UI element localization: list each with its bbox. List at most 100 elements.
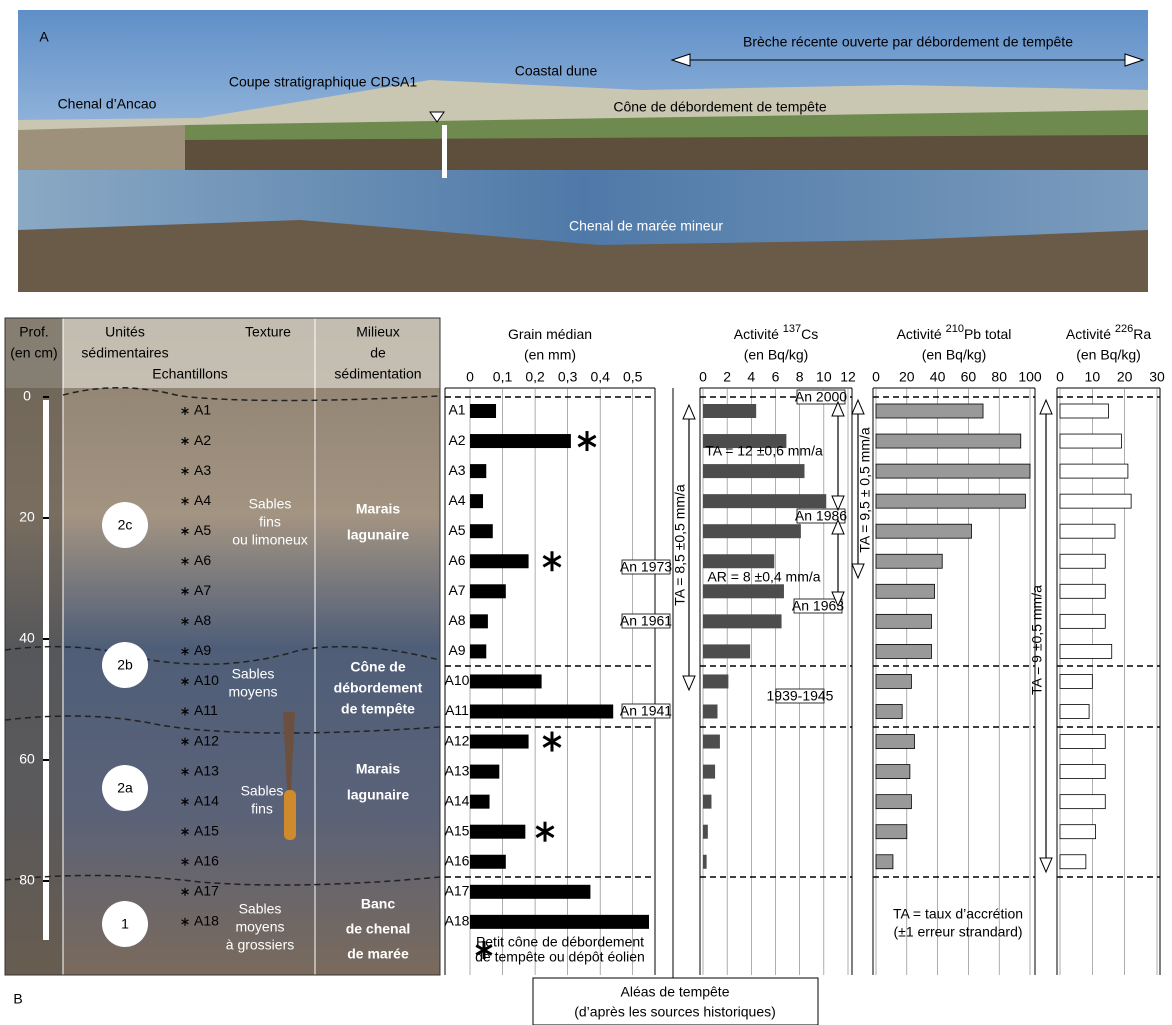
bar: [1059, 674, 1093, 689]
sample-label: A10: [194, 672, 219, 688]
unit-label: 2a: [117, 780, 133, 796]
asterisk: [181, 739, 189, 745]
bar: [703, 614, 782, 629]
bar: [1059, 644, 1113, 659]
rate-label: TA = 9 ±0,5 mm/a: [1029, 585, 1045, 695]
x-tick-label: 10: [1085, 369, 1101, 385]
arrow-head: [682, 403, 696, 692]
asterisk: [181, 708, 189, 715]
bar: [1059, 704, 1090, 719]
bar: [1059, 854, 1087, 870]
sample-label: A16: [194, 852, 219, 868]
date-box: [775, 688, 825, 704]
bar: [875, 523, 972, 539]
x-tick-label: 0,3: [558, 369, 578, 385]
header: Echantillons: [152, 366, 228, 382]
bar: [470, 674, 542, 689]
bar: [875, 463, 1031, 479]
photo-label: Chenal de marée mineur: [569, 218, 723, 234]
sample-label: A11: [194, 702, 218, 718]
environment-label: Marais: [356, 501, 401, 517]
bar: [1059, 613, 1106, 629]
sample-label: A15: [194, 822, 219, 838]
texture-label: moyens: [228, 684, 277, 700]
bar: [875, 854, 894, 870]
sample-label: A9: [194, 642, 211, 658]
panel-label: A: [39, 29, 49, 45]
header: Unités: [105, 324, 145, 340]
asterisk: [542, 735, 562, 748]
arrow-head: [831, 518, 845, 608]
asterisk: [181, 829, 189, 835]
bar: [1059, 463, 1129, 479]
storm-box: [532, 977, 819, 1025]
bar: [875, 553, 943, 569]
y-tick-label: A1: [448, 402, 465, 418]
sample-label: A1: [194, 402, 211, 418]
x-tick-label: 30: [1149, 369, 1165, 385]
x-tick-label: 100: [1018, 369, 1042, 385]
bar: [875, 583, 935, 599]
asterisk: [181, 859, 189, 865]
sample-label: A5: [194, 522, 211, 538]
x-tick-label: 20: [899, 369, 915, 385]
bar: [470, 734, 529, 749]
y-tick-label: A6: [448, 552, 465, 568]
arrow-head: [851, 398, 865, 580]
chart-subtitle: (en Bq/kg): [1076, 347, 1141, 363]
title-superscript: 210: [946, 323, 964, 335]
bar: [875, 433, 1022, 449]
bar: [703, 854, 707, 869]
depth-label: 40: [19, 630, 35, 646]
bar: [1059, 523, 1116, 539]
dynamic-layer: A Chenal d’Ancao Coupe stratigraphique CDS…: [10, 29, 1165, 1025]
y-tick-label: A12: [445, 732, 470, 748]
rate-label: TA = 9,5 ± 0,5 mm/a: [857, 427, 873, 553]
asterisk: [181, 558, 189, 564]
photo-label: Chenal d’Ancao: [58, 96, 157, 112]
x-tick-label: 20: [1117, 369, 1133, 385]
storm-box-text: (d’après les sources historiques): [574, 1004, 776, 1020]
bar: [703, 704, 718, 719]
bar: [470, 764, 500, 779]
asterisk: [577, 434, 597, 448]
asterisk: [181, 438, 189, 444]
environment-label: Cône de: [350, 659, 405, 675]
bar: [875, 613, 932, 629]
title-part: Cs: [801, 326, 818, 342]
y-tick-label: A11: [445, 702, 469, 718]
date-box: [621, 559, 671, 575]
panel-label: B: [13, 991, 22, 1007]
bar: [1059, 824, 1096, 840]
bar: [1059, 764, 1106, 779]
photo-label: Cône de débordement de tempête: [613, 99, 826, 115]
sample-label: A17: [194, 883, 219, 899]
depth-label: 20: [19, 509, 35, 525]
asterisk: [181, 408, 189, 414]
sample-label: A4: [194, 492, 211, 508]
texture-label: ou limoneux: [232, 532, 308, 548]
photo-b: [4, 317, 441, 976]
bar: [1059, 794, 1106, 810]
date-label: 1939-1945: [767, 688, 834, 704]
date-label: An 1941: [620, 703, 672, 719]
x-tick-label: 8: [796, 369, 804, 385]
environment-label: Marais: [356, 761, 401, 777]
date-label: An 1961: [620, 613, 672, 629]
y-tick-label: A10: [445, 672, 470, 688]
bar: [703, 404, 757, 418]
environment-label: débordement: [334, 680, 423, 696]
bar: [875, 794, 912, 810]
bar: [470, 614, 488, 629]
bar: [1059, 403, 1109, 419]
arrow-head: [1039, 398, 1053, 874]
texture-label: fins: [251, 801, 273, 817]
date-box: [793, 598, 843, 614]
title-part: Grain médian: [508, 326, 592, 342]
texture-label: Sables: [249, 496, 292, 512]
depth-tick: [43, 759, 49, 761]
bar: [1059, 433, 1122, 449]
header: sédimentation: [334, 366, 421, 382]
unit-badge: [102, 901, 148, 947]
